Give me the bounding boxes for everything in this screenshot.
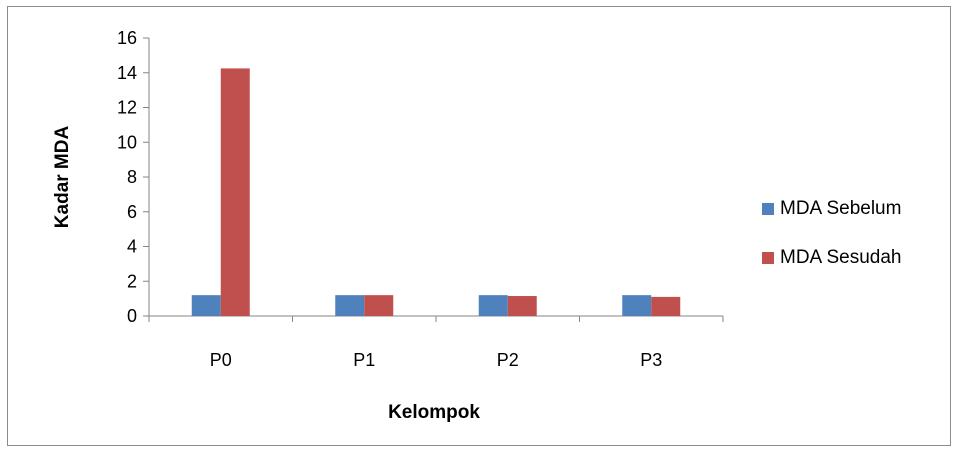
y-tick-label: 14 xyxy=(117,63,137,83)
y-tick-label: 4 xyxy=(127,237,137,257)
x-tick-label: P1 xyxy=(353,350,375,370)
x-axis: P0 P1 P2 P3 xyxy=(148,315,724,370)
x-tick-label: P3 xyxy=(640,350,662,370)
y-tick-label: 12 xyxy=(117,98,137,118)
bar-sebelum-p1 xyxy=(335,295,365,316)
x-tick-label: P2 xyxy=(497,350,519,370)
legend-swatch-sebelum xyxy=(762,203,774,215)
legend-swatch-sesudah xyxy=(762,252,774,264)
bar-sebelum-p3 xyxy=(622,295,652,316)
y-tick-label: 6 xyxy=(127,202,137,222)
chart-frame xyxy=(7,6,951,446)
legend: MDA Sebelum MDA Sesudah xyxy=(762,193,901,291)
bar-sebelum-p0 xyxy=(191,295,221,316)
bars-group xyxy=(191,68,681,316)
y-tick-label: 10 xyxy=(117,132,137,152)
y-axis: 0 2 4 6 8 10 12 14 16 xyxy=(117,28,150,326)
x-axis-title: Kelompok xyxy=(388,402,480,423)
legend-label-sebelum: MDA Sebelum xyxy=(780,198,902,219)
legend-item-sesudah: MDA Sesudah xyxy=(762,242,901,274)
y-tick-label: 8 xyxy=(127,167,137,187)
bar-sebelum-p2 xyxy=(478,295,508,316)
x-tick-label: P0 xyxy=(210,350,232,370)
y-tick-label: 0 xyxy=(127,306,137,326)
bar-sesudah-p1 xyxy=(364,295,394,316)
bar-sesudah-p0 xyxy=(220,68,250,316)
bar-sesudah-p3 xyxy=(651,296,681,316)
legend-label-sesudah: MDA Sesudah xyxy=(780,247,902,268)
y-tick-label: 2 xyxy=(127,271,137,291)
legend-item-sebelum: MDA Sebelum xyxy=(762,193,901,225)
bar-sesudah-p2 xyxy=(507,296,537,316)
y-tick-label: 16 xyxy=(117,28,137,48)
y-axis-title: Kadar MDA xyxy=(52,126,73,229)
